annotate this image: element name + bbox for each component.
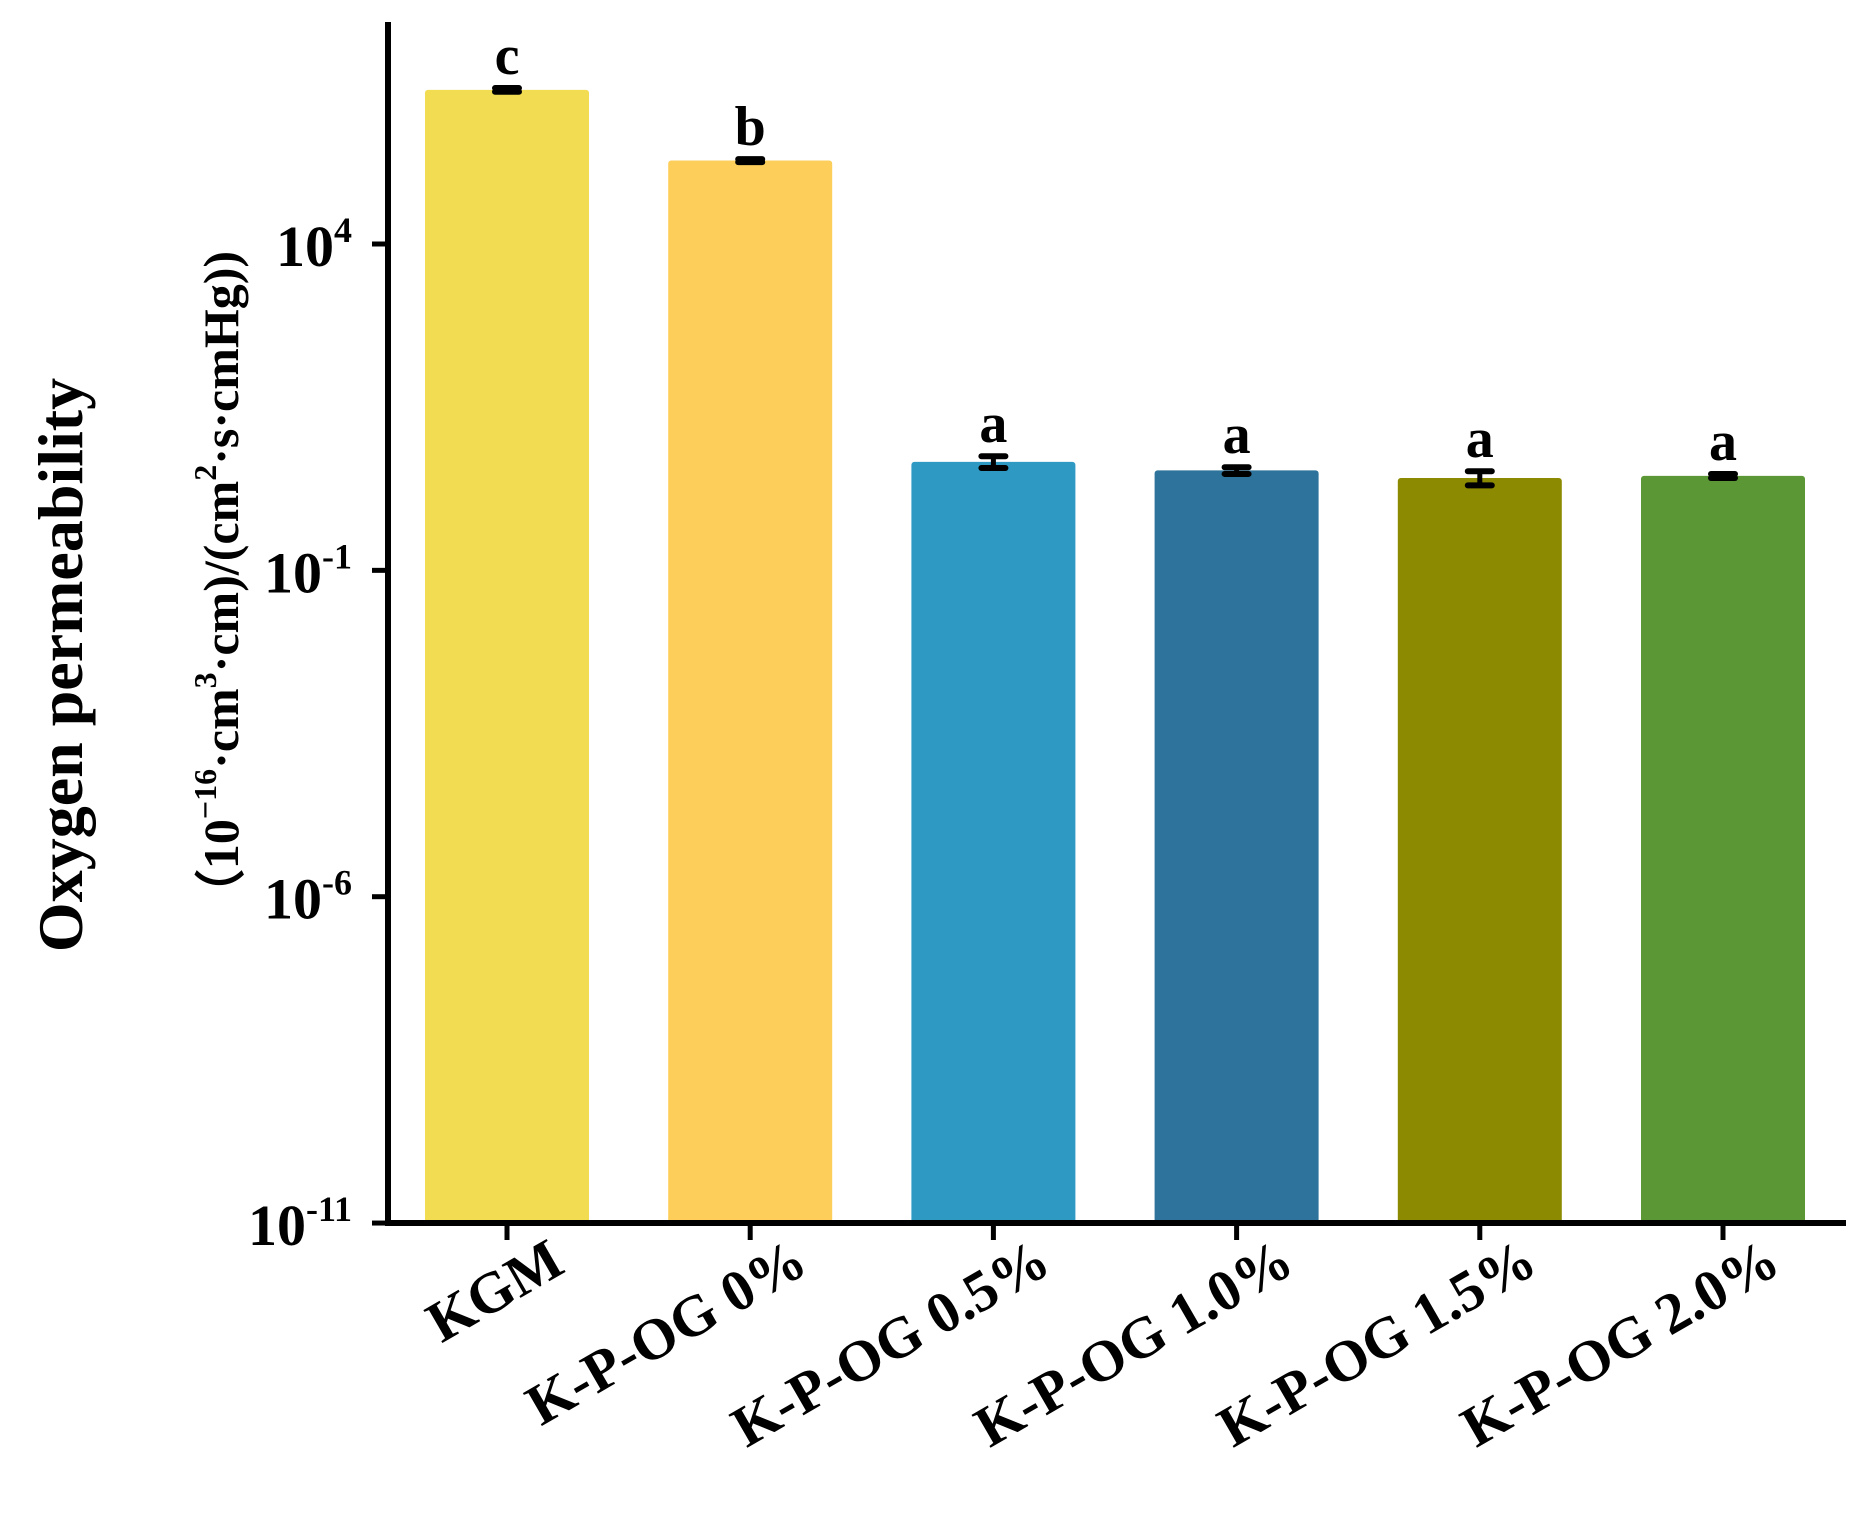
bar-k-p-og-0- bbox=[668, 160, 833, 1223]
y-axis-ticks: 104 10-1 10-6 10-11 bbox=[248, 210, 388, 1258]
bar-k-p-og-1-0- bbox=[1154, 470, 1319, 1223]
significance-letter: c bbox=[495, 25, 520, 87]
error-bars-group bbox=[492, 85, 1738, 489]
bar-kgm bbox=[425, 89, 589, 1224]
bar-k-p-og-0-5- bbox=[911, 461, 1076, 1224]
x-tick-label: KGM bbox=[415, 1226, 573, 1355]
significance-letter: a bbox=[1466, 408, 1494, 470]
significance-letter: a bbox=[1223, 404, 1251, 466]
error-bar bbox=[492, 85, 522, 95]
error-bar bbox=[1464, 468, 1495, 489]
y-axis-title-line2: （10−16·cm3·cm)/(cm2·s·cmHg)) bbox=[187, 251, 249, 919]
bar-k-p-og-1-5- bbox=[1397, 477, 1562, 1223]
bar-k-p-og-2-0- bbox=[1641, 475, 1805, 1223]
y-axis-title: Oxygen permeability （10−16·cm3·cm)/(cm2·… bbox=[25, 251, 249, 952]
significance-letters-group: c b a a a a bbox=[495, 25, 1737, 473]
significance-letter: a bbox=[1709, 411, 1737, 473]
significance-letter: a bbox=[979, 393, 1007, 455]
error-bar bbox=[735, 156, 766, 166]
y-axis-title-line1: Oxygen permeability bbox=[25, 378, 96, 952]
y-tick-label: 10-11 bbox=[248, 1189, 352, 1258]
error-bar bbox=[978, 453, 1009, 471]
y-tick-label: 104 bbox=[276, 210, 352, 279]
y-tick-label: 10-1 bbox=[264, 536, 352, 605]
significance-letter: b bbox=[735, 96, 766, 158]
bars-group bbox=[425, 89, 1805, 1224]
error-bar bbox=[1708, 470, 1738, 481]
y-tick-label: 10-6 bbox=[264, 863, 352, 932]
error-bar bbox=[1221, 464, 1252, 477]
